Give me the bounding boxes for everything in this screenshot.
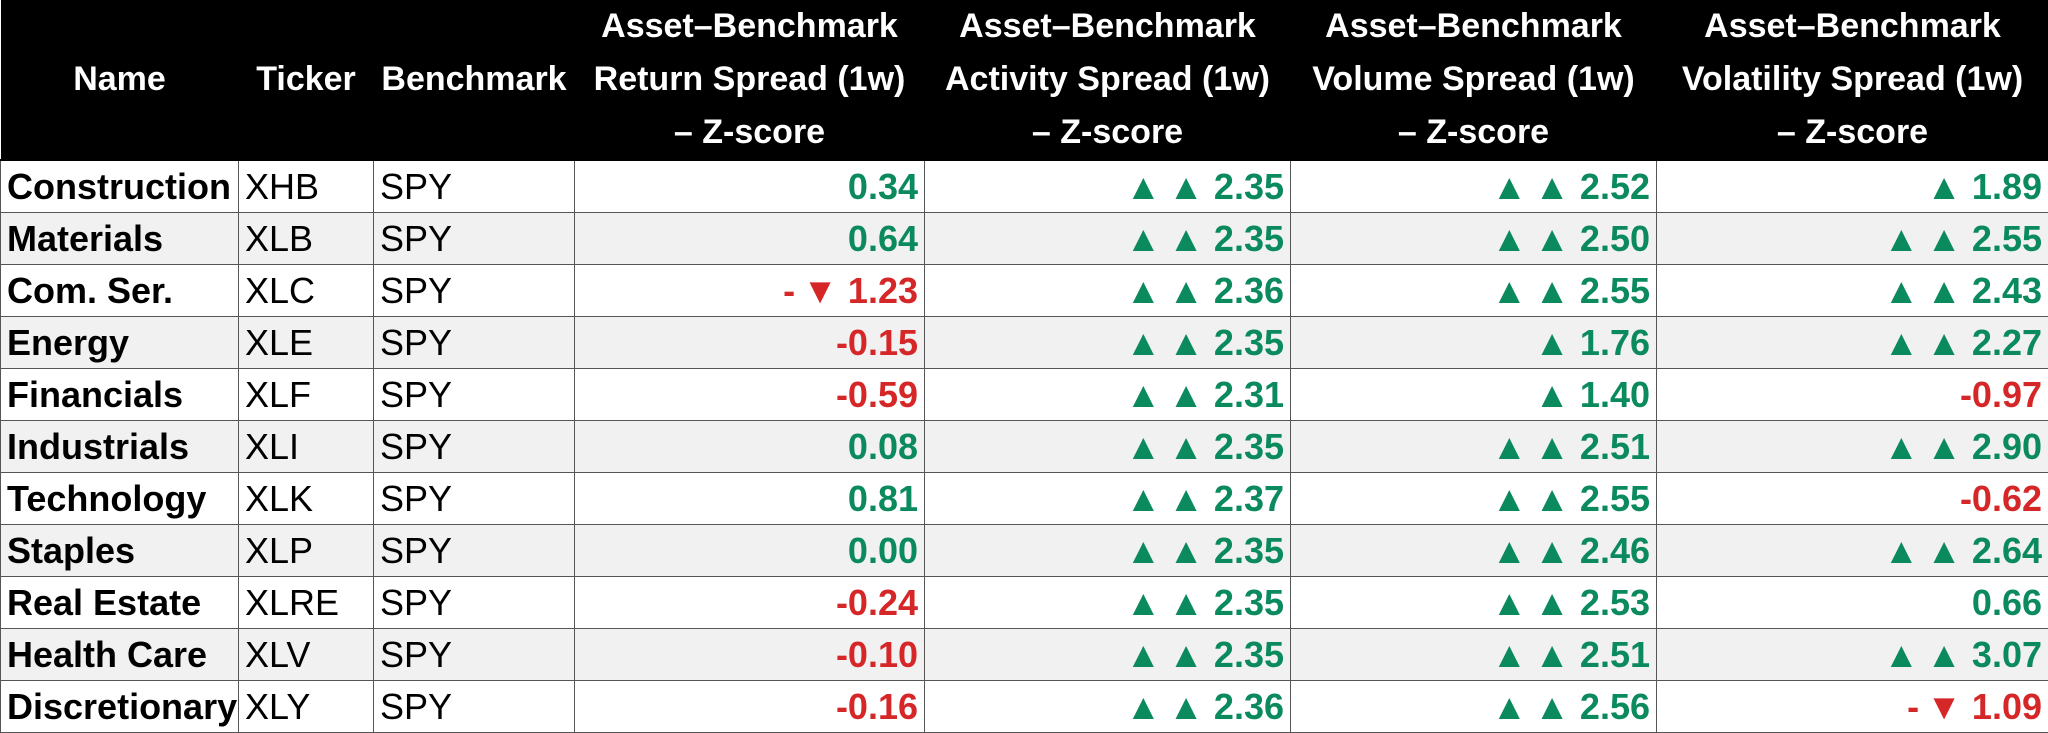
return-spread-cell: 0.00 [575,525,925,577]
volume-spread-cell: ▲ ▲ 2.52 [1291,160,1657,213]
volume-spread-header: Asset–Benchmark Volume Spread (1w) – Z-s… [1291,0,1657,160]
return-spread-header: Asset–Benchmark Return Spread (1w) – Z-s… [575,0,925,160]
ticker-cell: XLF [239,369,374,421]
name-cell: Health Care [1,629,239,681]
name-cell: Staples [1,525,239,577]
activity-spread-header: Asset–Benchmark Activity Spread (1w) – Z… [925,0,1291,160]
ticker-cell: XLV [239,629,374,681]
activity-spread-cell: ▲ ▲ 2.35 [925,213,1291,265]
ticker-cell: XLY [239,681,374,733]
benchmark-cell: SPY [374,525,575,577]
name-cell: Discretionary [1,681,239,733]
benchmark-cell: SPY [374,421,575,473]
name-cell: Real Estate [1,577,239,629]
volume-spread-cell: ▲ ▲ 2.51 [1291,421,1657,473]
activity-spread-cell: ▲ ▲ 2.35 [925,577,1291,629]
activity-spread-cell: ▲ ▲ 2.35 [925,421,1291,473]
name-cell: Materials [1,213,239,265]
name-cell: Energy [1,317,239,369]
ticker-cell: XLRE [239,577,374,629]
activity-spread-cell: ▲ ▲ 2.31 [925,369,1291,421]
activity-spread-cell: ▲ ▲ 2.35 [925,629,1291,681]
benchmark-cell: SPY [374,577,575,629]
name-cell: Industrials [1,421,239,473]
return-spread-cell: 0.08 [575,421,925,473]
volume-spread-cell: ▲ ▲ 2.53 [1291,577,1657,629]
volume-spread-cell: ▲ ▲ 2.55 [1291,265,1657,317]
return-spread-cell: -0.59 [575,369,925,421]
ticker-cell: XLE [239,317,374,369]
volume-spread-cell: ▲ ▲ 2.56 [1291,681,1657,733]
return-spread-cell: -0.16 [575,681,925,733]
volume-spread-cell: ▲ ▲ 2.51 [1291,629,1657,681]
return-spread-cell: 0.64 [575,213,925,265]
volatility-spread-cell: ▲ ▲ 2.27 [1657,317,2048,369]
volatility-spread-cell: ▲ ▲ 2.55 [1657,213,2048,265]
volume-spread-cell: ▲ ▲ 2.46 [1291,525,1657,577]
return-spread-cell: - ▼ 1.23 [575,265,925,317]
name-cell: Construction [1,160,239,213]
volatility-spread-cell: ▲ ▲ 2.43 [1657,265,2048,317]
return-spread-cell: 0.81 [575,473,925,525]
activity-spread-cell: ▲ ▲ 2.36 [925,265,1291,317]
return-spread-cell: 0.34 [575,160,925,213]
volatility-spread-cell: ▲ ▲ 3.07 [1657,629,2048,681]
volatility-spread-cell: -0.97 [1657,369,2048,421]
ticker-cell: XLK [239,473,374,525]
name-header: Name [1,0,239,160]
benchmark-cell: SPY [374,213,575,265]
benchmark-cell: SPY [374,629,575,681]
name-cell: Com. Ser. [1,265,239,317]
name-cell: Technology [1,473,239,525]
return-spread-cell: -0.15 [575,317,925,369]
volatility-spread-cell: -0.62 [1657,473,2048,525]
benchmark-header: Benchmark [374,0,575,160]
volatility-spread-cell: ▲ 1.89 [1657,160,2048,213]
activity-spread-cell: ▲ ▲ 2.37 [925,473,1291,525]
activity-spread-cell: ▲ ▲ 2.35 [925,317,1291,369]
volume-spread-cell: ▲ ▲ 2.50 [1291,213,1657,265]
benchmark-cell: SPY [374,473,575,525]
return-spread-cell: -0.10 [575,629,925,681]
benchmark-cell: SPY [374,160,575,213]
volatility-spread-header: Asset–Benchmark Volatility Spread (1w) –… [1657,0,2048,160]
volatility-spread-cell: - ▼ 1.09 [1657,681,2048,733]
benchmark-cell: SPY [374,317,575,369]
benchmark-cell: SPY [374,681,575,733]
ticker-cell: XLB [239,213,374,265]
ticker-header: Ticker [239,0,374,160]
name-cell: Financials [1,369,239,421]
ticker-cell: XLP [239,525,374,577]
ticker-cell: XHB [239,160,374,213]
benchmark-cell: SPY [374,265,575,317]
volatility-spread-cell: ▲ ▲ 2.64 [1657,525,2048,577]
activity-spread-cell: ▲ ▲ 2.35 [925,525,1291,577]
activity-spread-cell: ▲ ▲ 2.36 [925,681,1291,733]
benchmark-cell: SPY [374,369,575,421]
return-spread-cell: -0.24 [575,577,925,629]
volatility-spread-cell: ▲ ▲ 2.90 [1657,421,2048,473]
volatility-spread-cell: 0.66 [1657,577,2048,629]
activity-spread-cell: ▲ ▲ 2.35 [925,160,1291,213]
volume-spread-cell: ▲ 1.40 [1291,369,1657,421]
ticker-cell: XLC [239,265,374,317]
ticker-cell: XLI [239,421,374,473]
volume-spread-cell: ▲ ▲ 2.55 [1291,473,1657,525]
volume-spread-cell: ▲ 1.76 [1291,317,1657,369]
